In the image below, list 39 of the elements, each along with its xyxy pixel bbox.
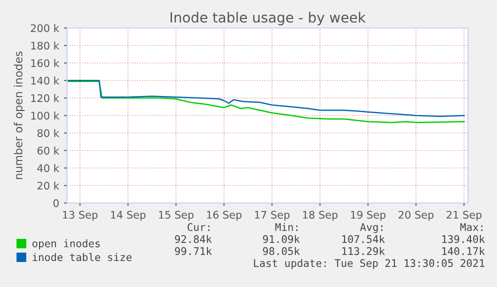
text: 91.09k (263, 234, 300, 244)
text: 113.29k (342, 246, 385, 256)
text: 99.71k (175, 246, 212, 256)
x-tick-label: 21 Sep (446, 210, 482, 221)
x-tick-label: 20 Sep (398, 210, 434, 221)
text: 140.17k (442, 246, 485, 256)
y-tick-label: 180 k (31, 42, 60, 50)
legend-label: inode table size (32, 252, 132, 262)
x-tick-label: 14 Sep (111, 210, 146, 221)
y-tick-label: 140 k (31, 76, 60, 85)
text: 98.05k (263, 246, 300, 256)
text: 107.54k (342, 234, 385, 244)
legend-label: open inodes (32, 239, 100, 250)
x-tick-label: 19 Sep (351, 210, 386, 221)
chart-title: Inode table usage - by week (170, 12, 366, 26)
line-series (67, 80, 465, 117)
x-tick-label: 13 Sep (63, 210, 98, 221)
text: Max: (460, 223, 482, 232)
y-tick-label: 80 k (37, 129, 60, 138)
text: 92.84k (175, 234, 212, 244)
y-tick-label: 0 (53, 199, 59, 208)
text: Last update: Tue Sep 21 13:30:05 2021 (254, 258, 484, 270)
y-tick-label: 160 k (31, 59, 60, 68)
x-tick-label: 15 Sep (159, 210, 194, 221)
text: 139.40k (442, 234, 485, 244)
y-tick-label: 120 k (31, 94, 60, 102)
x-tick-label: 17 Sep (255, 210, 290, 221)
y-tick-label: 200 k (30, 24, 60, 32)
y-tick-label: 100 k (31, 112, 60, 120)
y-tick-label: 40 k (37, 164, 60, 172)
y-tick-label: 60 k (37, 146, 60, 155)
text: Avg: (360, 223, 382, 234)
y-tick-label: 20 k (38, 182, 60, 190)
y-axis-title: number of open inodes (14, 52, 25, 179)
text: Min: (275, 222, 298, 231)
text: Cur: (188, 223, 210, 232)
line-series (67, 80, 465, 124)
x-tick-label: 16 Sep (207, 210, 242, 221)
x-tick-label: 18 Sep (303, 210, 338, 221)
